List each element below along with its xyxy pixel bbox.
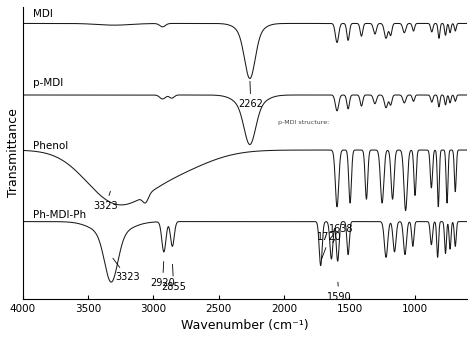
Text: 2920: 2920 bbox=[150, 261, 175, 288]
Text: 2855: 2855 bbox=[161, 264, 186, 292]
Text: 3323: 3323 bbox=[113, 258, 139, 282]
Text: 1720: 1720 bbox=[318, 232, 342, 259]
X-axis label: Wavenumber (cm⁻¹): Wavenumber (cm⁻¹) bbox=[181, 319, 309, 332]
Y-axis label: Transmittance: Transmittance bbox=[7, 108, 20, 197]
Text: 1638: 1638 bbox=[328, 224, 353, 243]
Text: p-MDI structure:: p-MDI structure: bbox=[278, 120, 329, 125]
Text: 1590: 1590 bbox=[327, 282, 351, 302]
Text: 3323: 3323 bbox=[93, 191, 118, 211]
Text: Ph-MDI-Ph: Ph-MDI-Ph bbox=[33, 210, 86, 220]
Text: Phenol: Phenol bbox=[33, 141, 68, 152]
Text: MDI: MDI bbox=[33, 9, 53, 19]
Text: 2262: 2262 bbox=[238, 81, 263, 109]
Text: p-MDI: p-MDI bbox=[33, 78, 64, 88]
